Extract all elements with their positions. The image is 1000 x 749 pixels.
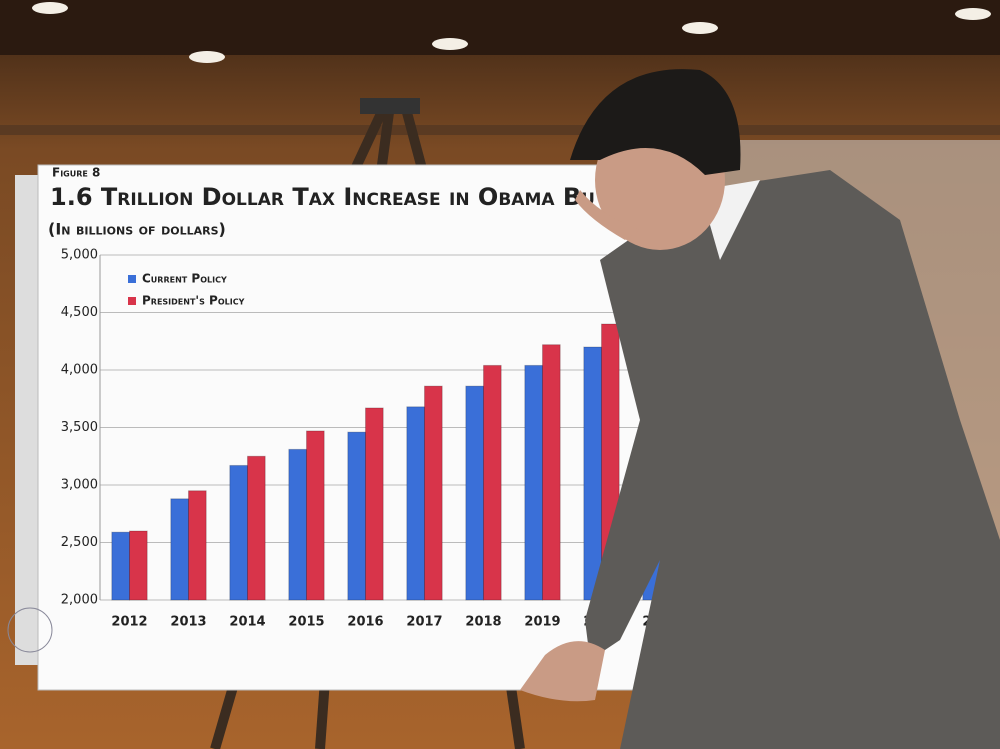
bar [406, 406, 425, 601]
bar [288, 448, 307, 601]
y-tick-label: 4,500 [61, 305, 98, 320]
figure-label: Figure 8 [52, 166, 100, 180]
bar [247, 455, 266, 601]
x-tick-label: 2014 [229, 615, 265, 630]
bar [483, 364, 502, 601]
wall-rail [0, 125, 1000, 135]
y-tick-label: 5,000 [61, 248, 98, 263]
y-tick-label: 3,500 [61, 420, 98, 435]
bar [347, 431, 366, 601]
bar [542, 344, 561, 601]
bar [229, 464, 249, 601]
y-tick-label: 4,000 [61, 363, 98, 378]
ceiling [0, 0, 1000, 55]
person [520, 69, 1000, 749]
bar [583, 346, 602, 601]
x-tick-label: 2015 [288, 615, 324, 630]
chart-subtitle: (In billions of dollars) [48, 220, 226, 239]
legend-label: Current Policy [142, 272, 227, 286]
bar [365, 407, 384, 601]
legend-swatch [128, 275, 136, 283]
bar [306, 430, 325, 601]
x-tick-label: 2012 [111, 615, 147, 630]
x-tick-label: 2019 [524, 615, 560, 630]
bar [188, 490, 207, 601]
legend-swatch [128, 297, 136, 305]
bar [111, 531, 131, 601]
x-tick-label: 2013 [170, 615, 206, 630]
y-tick-label: 3,000 [61, 478, 98, 493]
bar [524, 364, 543, 601]
y-tick-label: 2,000 [61, 593, 98, 608]
easel-clamp [360, 98, 420, 114]
bar [424, 385, 443, 601]
x-tick-label: 2018 [465, 615, 501, 630]
legend-label: President's Policy [142, 294, 245, 308]
chart-title: 1.6 Trillion Dollar Tax Increase in Obam… [50, 183, 595, 211]
y-tick-label: 2,500 [61, 535, 98, 550]
x-tick-label: 2017 [406, 615, 442, 630]
bar [170, 498, 190, 601]
seal [7, 607, 53, 653]
bar [129, 530, 148, 601]
bar [465, 385, 484, 601]
ceiling-lights [32, 2, 991, 63]
x-tick-label: 2016 [347, 615, 383, 630]
